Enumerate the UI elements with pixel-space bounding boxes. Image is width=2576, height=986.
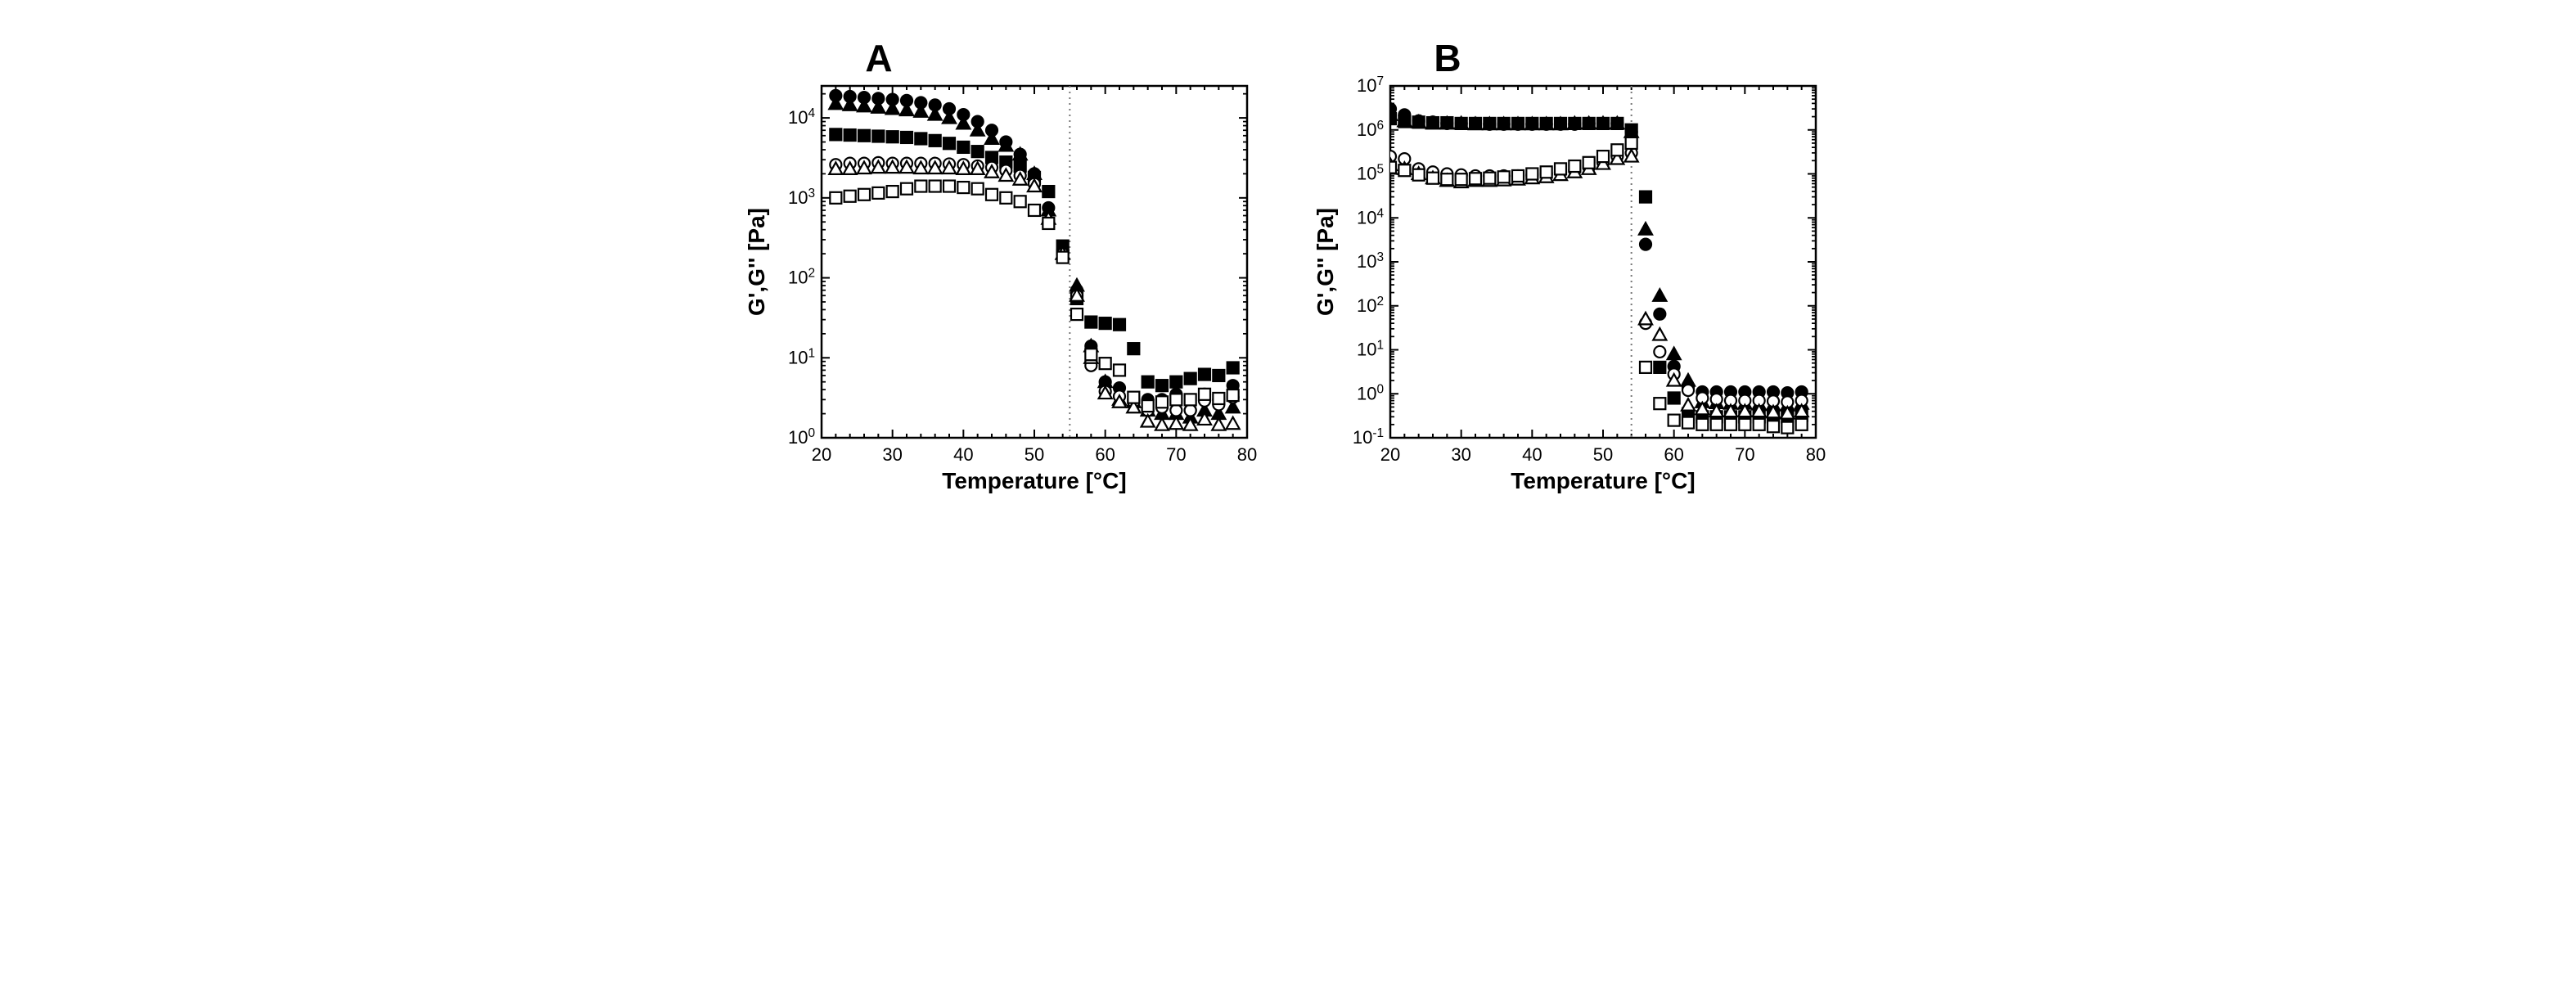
svg-text:103: 103 bbox=[1357, 250, 1384, 272]
svg-text:30: 30 bbox=[1451, 444, 1470, 465]
svg-text:107: 107 bbox=[1357, 74, 1384, 97]
svg-text:106: 106 bbox=[1357, 118, 1384, 140]
svg-text:100: 100 bbox=[1357, 382, 1384, 404]
figure: 20 30 40 50 60 70 80 100 101 102 103 104 Temperature… bbox=[0, 0, 2576, 526]
svg-text:70: 70 bbox=[1166, 444, 1186, 465]
svg-text:20: 20 bbox=[1380, 444, 1400, 465]
svg-text:B: B bbox=[1434, 37, 1461, 79]
svg-text:70: 70 bbox=[1735, 444, 1754, 465]
chart-B: 20 30 40 50 60 70 80 10-1 100 101 102 103 104 105 106 1… bbox=[1313, 25, 1832, 502]
svg-text:50: 50 bbox=[1025, 444, 1044, 465]
panel-B: 20 30 40 50 60 70 80 10-1 100 101 102 103 104 105 106 1… bbox=[1313, 25, 1832, 502]
svg-text:102: 102 bbox=[1357, 294, 1384, 316]
svg-text:A: A bbox=[865, 37, 892, 79]
svg-text:105: 105 bbox=[1357, 162, 1384, 184]
svg-text:101: 101 bbox=[1357, 338, 1384, 360]
chart-A: 20304050607080100101102103104Temperature… bbox=[744, 25, 1263, 502]
svg-text:40: 40 bbox=[1522, 444, 1542, 465]
svg-text:101: 101 bbox=[788, 346, 815, 368]
panel-A: 20304050607080100101102103104Temperature… bbox=[744, 25, 1263, 502]
svg-text:Temperature [°C]: Temperature [°C] bbox=[942, 468, 1126, 493]
svg-text:Temperature [°C]: Temperature [°C] bbox=[1511, 468, 1695, 493]
svg-text:80: 80 bbox=[1806, 444, 1826, 465]
svg-text:G',G'' [Pa]: G',G'' [Pa] bbox=[1313, 208, 1338, 316]
svg-text:102: 102 bbox=[788, 266, 815, 288]
svg-text:10-1: 10-1 bbox=[1353, 426, 1384, 448]
svg-text:80: 80 bbox=[1237, 444, 1257, 465]
svg-text:G',G'' [Pa]: G',G'' [Pa] bbox=[744, 208, 769, 316]
svg-text:60: 60 bbox=[1664, 444, 1683, 465]
svg-text:40: 40 bbox=[953, 444, 973, 465]
svg-text:103: 103 bbox=[788, 186, 815, 208]
svg-text:30: 30 bbox=[882, 444, 902, 465]
svg-text:60: 60 bbox=[1095, 444, 1115, 465]
svg-text:104: 104 bbox=[1357, 206, 1384, 228]
svg-text:50: 50 bbox=[1593, 444, 1613, 465]
svg-text:20: 20 bbox=[812, 444, 831, 465]
svg-text:104: 104 bbox=[788, 106, 815, 128]
